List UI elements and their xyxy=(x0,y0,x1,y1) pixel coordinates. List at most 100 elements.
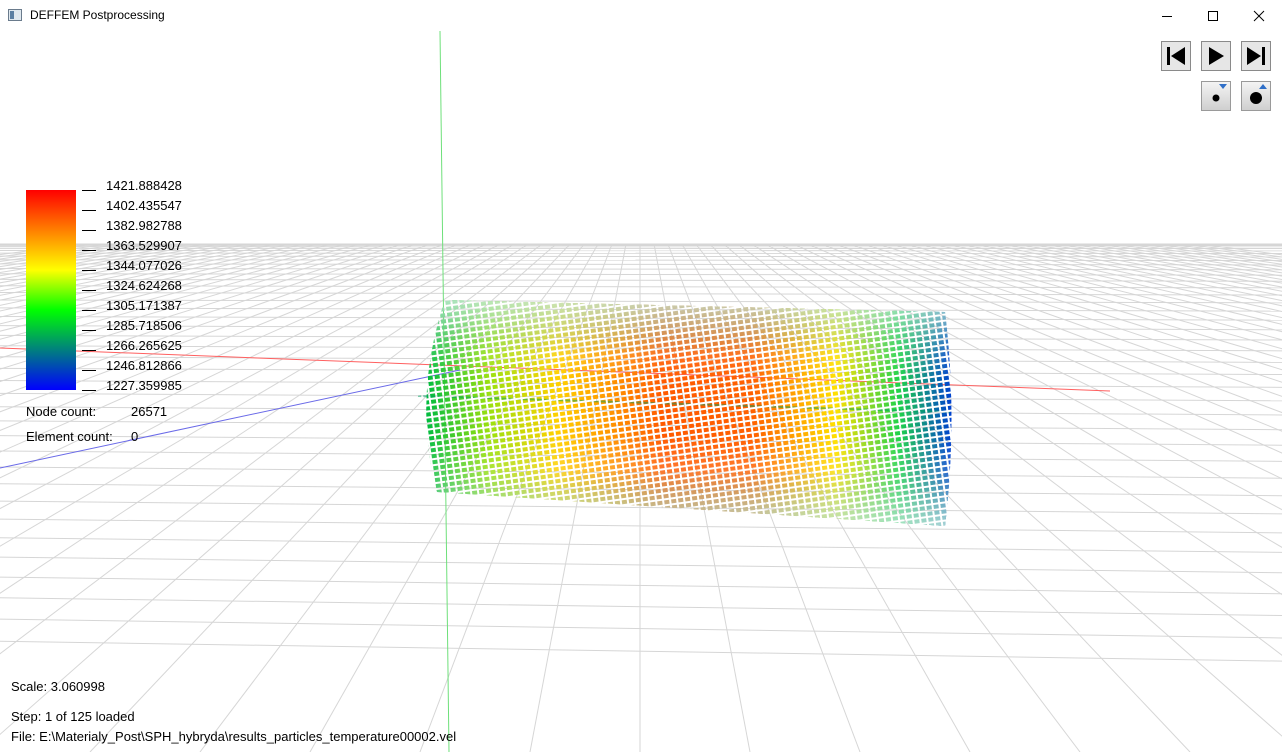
point-size-decrease-icon xyxy=(1212,94,1220,102)
legend-tick xyxy=(82,250,96,252)
legend-tick xyxy=(82,330,96,332)
legend-value-row: 1402.435547 xyxy=(82,197,182,215)
legend-value: 1285.718506 xyxy=(106,318,182,333)
grid-line xyxy=(905,243,1282,350)
maximize-icon xyxy=(1208,10,1218,21)
legend-value-row: 1305.171387 xyxy=(82,297,182,315)
grid-line xyxy=(0,299,1282,304)
step-readout: Step: 1 of 125 loaded xyxy=(11,709,135,724)
grid-line xyxy=(0,243,403,370)
skip-to-end-icon xyxy=(1247,47,1265,65)
grid-line xyxy=(891,243,1282,360)
point-size-decrease-button[interactable] xyxy=(1201,81,1231,111)
grid-line xyxy=(0,576,1282,595)
scale-readout: Scale: 3.060998 xyxy=(11,679,105,694)
legend-value: 1324.624268 xyxy=(106,278,182,293)
legend-tick xyxy=(82,270,96,272)
grid-line xyxy=(807,243,1282,454)
element-count-value: 0 xyxy=(131,429,139,444)
grid-line xyxy=(0,255,1282,258)
maximize-button[interactable] xyxy=(1190,0,1236,31)
grid-line xyxy=(0,259,1282,262)
grid-line xyxy=(0,273,1282,276)
grid-line xyxy=(863,243,1282,383)
grid-line xyxy=(919,243,1282,341)
legend-value-row: 1266.265625 xyxy=(82,337,182,355)
grid-line xyxy=(0,243,389,359)
grid-line xyxy=(0,243,431,397)
grid-line xyxy=(0,268,1282,271)
legend-tick xyxy=(82,210,96,212)
play-button[interactable] xyxy=(1201,41,1231,71)
grid-line xyxy=(0,243,347,332)
point-size-increase-button[interactable] xyxy=(1241,81,1271,111)
color-legend-bar xyxy=(26,190,76,390)
grid-line xyxy=(0,518,1282,534)
close-icon xyxy=(1253,10,1265,21)
legend-value-row: 1324.624268 xyxy=(82,277,182,295)
grid-line xyxy=(0,537,1282,553)
legend-value: 1227.359985 xyxy=(106,378,182,393)
legend-tick xyxy=(82,350,96,352)
grid-line xyxy=(0,243,417,383)
legend-value: 1344.077026 xyxy=(106,258,182,273)
grid-line xyxy=(0,640,1282,662)
legend-value-row: 1363.529907 xyxy=(82,237,182,255)
grid-line xyxy=(0,292,1282,296)
grid-line xyxy=(0,597,1282,616)
legend-value-row: 1382.982788 xyxy=(82,217,182,235)
grid-line xyxy=(0,285,1282,289)
minimize-button[interactable] xyxy=(1144,0,1190,31)
grid-line xyxy=(0,618,1282,639)
grid-line xyxy=(835,243,1282,414)
legend-value: 1402.435547 xyxy=(106,198,182,213)
app-window-icon xyxy=(8,9,22,21)
grid-line xyxy=(0,500,1282,515)
z-axis-line xyxy=(0,369,461,469)
first-step-button[interactable] xyxy=(1161,41,1191,71)
legend-value: 1305.171387 xyxy=(106,298,182,313)
legend-value: 1421.888428 xyxy=(106,178,182,193)
node-count-label: Node count: xyxy=(26,404,97,419)
grid-line xyxy=(793,243,1282,480)
element-count-label: Element count: xyxy=(26,429,113,444)
legend-tick xyxy=(82,290,96,292)
legend-value: 1382.982788 xyxy=(106,218,182,233)
grid-line xyxy=(0,278,1282,282)
grid-line xyxy=(0,243,515,547)
triangle-down-icon xyxy=(1219,84,1227,89)
scene-canvas[interactable] xyxy=(0,31,1282,752)
legend-value: 1246.812866 xyxy=(106,358,182,373)
point-size-increase-icon xyxy=(1250,92,1262,104)
play-icon xyxy=(1209,47,1224,65)
legend-value-row: 1285.718506 xyxy=(82,317,182,335)
legend-value-row: 1421.888428 xyxy=(82,177,182,195)
close-button[interactable] xyxy=(1236,0,1282,31)
skip-to-start-icon xyxy=(1167,47,1185,65)
legend-tick xyxy=(82,370,96,372)
3d-viewport[interactable] xyxy=(0,31,1282,752)
legend-value-row: 1227.359985 xyxy=(82,377,182,395)
node-count-value: 26571 xyxy=(131,404,168,419)
grid-line xyxy=(821,243,1282,432)
grid-line xyxy=(0,243,543,655)
file-path: File: E:\Materialy_Post\SPH_hybryda\resu… xyxy=(11,729,457,744)
minimize-icon xyxy=(1162,15,1172,17)
grid-line xyxy=(0,243,529,594)
legend-value-row: 1344.077026 xyxy=(82,257,182,275)
legend-value: 1363.529907 xyxy=(106,238,182,253)
grid-line xyxy=(877,243,1282,371)
legend-tick xyxy=(82,390,96,392)
grid-line xyxy=(933,243,1282,333)
grid-line xyxy=(0,243,445,413)
grid-line xyxy=(0,243,501,510)
legend-tick xyxy=(82,310,96,312)
grid-line xyxy=(0,243,473,453)
last-step-button[interactable] xyxy=(1241,41,1271,71)
grid-line xyxy=(0,556,1282,574)
legend-value: 1266.265625 xyxy=(106,338,182,353)
grid-line xyxy=(849,243,1282,397)
legend-tick xyxy=(82,190,96,192)
legend-tick xyxy=(82,230,96,232)
grid-line xyxy=(0,243,487,479)
